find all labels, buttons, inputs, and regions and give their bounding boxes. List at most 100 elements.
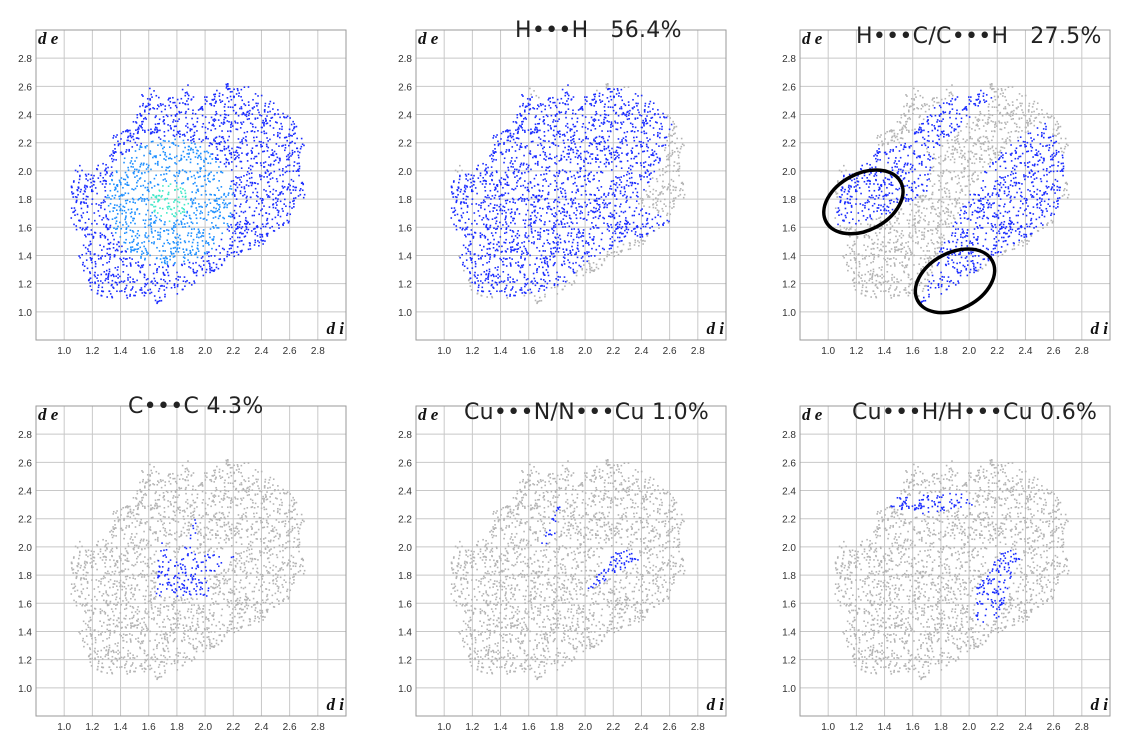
data-point-highlight (584, 103, 587, 105)
data-point-highlight (159, 207, 161, 209)
data-point-highlight (631, 214, 634, 217)
data-point-highlight (464, 246, 467, 249)
data-point-highlight (641, 223, 644, 226)
data-point-highlight (135, 122, 138, 124)
data-point-highlight (223, 194, 225, 196)
data-point-highlight (621, 139, 623, 141)
data-point-highlight (175, 278, 177, 280)
data-point-highlight (192, 112, 194, 115)
data-point (674, 186, 676, 189)
data-point (668, 170, 671, 173)
data-point-highlight (230, 98, 233, 101)
data-point-highlight (133, 170, 136, 173)
data-point-highlight (183, 203, 186, 206)
data-point-highlight (153, 221, 155, 224)
data-point-highlight (283, 116, 286, 119)
data-point-highlight (190, 254, 193, 256)
data-point-highlight (223, 118, 225, 121)
data-point (652, 203, 655, 205)
data-point-highlight (163, 173, 165, 176)
data-point-highlight (195, 191, 197, 194)
data-point-highlight (293, 203, 295, 205)
data-point-highlight (127, 130, 129, 133)
data-point-highlight (521, 198, 524, 200)
data-point-highlight (512, 240, 515, 243)
data-point-highlight (451, 193, 454, 195)
data-point-highlight (276, 156, 279, 159)
data-point-highlight (552, 232, 554, 234)
data-point-highlight (158, 96, 160, 99)
data-point-highlight (236, 155, 239, 158)
data-point-highlight (187, 156, 190, 158)
data-point-highlight (522, 102, 524, 105)
data-point-highlight (602, 123, 605, 125)
data-point (953, 158, 956, 161)
data-point-highlight (109, 258, 111, 260)
data-point-highlight (151, 130, 154, 133)
data-point-highlight (609, 185, 612, 187)
data-point-highlight (120, 280, 123, 283)
data-point-highlight (534, 284, 537, 287)
data-point-highlight (213, 193, 216, 196)
data-point-highlight (462, 261, 464, 264)
data-point-highlight (613, 183, 615, 186)
x-tick-label: 1.6 (142, 346, 156, 357)
data-point-highlight (619, 231, 622, 234)
data-point-highlight (665, 116, 668, 119)
data-point-highlight (524, 282, 526, 285)
data-point-highlight (103, 271, 106, 273)
data-point-highlight (652, 102, 655, 105)
data-point-highlight (240, 227, 243, 230)
data-point-highlight (637, 130, 639, 132)
data-point-highlight (136, 144, 138, 146)
data-point-highlight (250, 230, 253, 232)
data-point-highlight (661, 128, 663, 131)
data-point-highlight (205, 193, 208, 196)
data-point-highlight (240, 107, 243, 110)
data-point-highlight (138, 169, 140, 172)
data-point-highlight (487, 238, 489, 241)
data-point-highlight (658, 145, 660, 147)
data-point-highlight (472, 180, 475, 183)
data-point-highlight (540, 104, 542, 107)
data-point-highlight (532, 236, 535, 238)
data-point-highlight (156, 128, 158, 131)
data-point-highlight (183, 142, 185, 144)
data-point-highlight (498, 179, 501, 182)
data-point-highlight (164, 152, 167, 154)
y-tick-label: 1.6 (398, 223, 412, 234)
data-point-highlight (529, 99, 532, 101)
data-point-highlight (150, 128, 152, 131)
data-point-highlight (182, 256, 185, 259)
data-point-highlight (556, 205, 559, 208)
data-point-highlight (91, 203, 93, 205)
data-point-highlight (150, 222, 152, 224)
data-point-highlight (204, 131, 207, 134)
data-point-highlight (655, 153, 658, 155)
data-point-highlight (154, 280, 157, 282)
data-point (648, 196, 651, 198)
data-point-highlight (105, 226, 107, 229)
data-point-highlight (541, 285, 543, 287)
data-point-highlight (123, 232, 126, 235)
data-point-highlight (223, 222, 225, 224)
data-point-highlight (517, 130, 519, 133)
data-point (606, 255, 608, 258)
data-point-highlight (547, 205, 550, 208)
data-point-highlight (648, 156, 650, 158)
data-point-highlight (155, 257, 158, 260)
data-point-highlight (607, 145, 610, 148)
data-point-highlight (620, 186, 623, 189)
data-point-highlight (572, 202, 574, 204)
data-point-highlight (227, 85, 229, 87)
data-point (657, 211, 660, 214)
data-point-highlight (173, 263, 175, 265)
data-point-highlight (516, 114, 519, 116)
data-point-highlight (144, 131, 146, 133)
data-point-highlight (156, 268, 159, 270)
data-point-highlight (553, 225, 555, 227)
data-point-highlight (635, 102, 637, 105)
data-point-highlight (500, 227, 503, 230)
data-point-highlight (609, 91, 612, 93)
data-point-highlight (220, 141, 222, 143)
